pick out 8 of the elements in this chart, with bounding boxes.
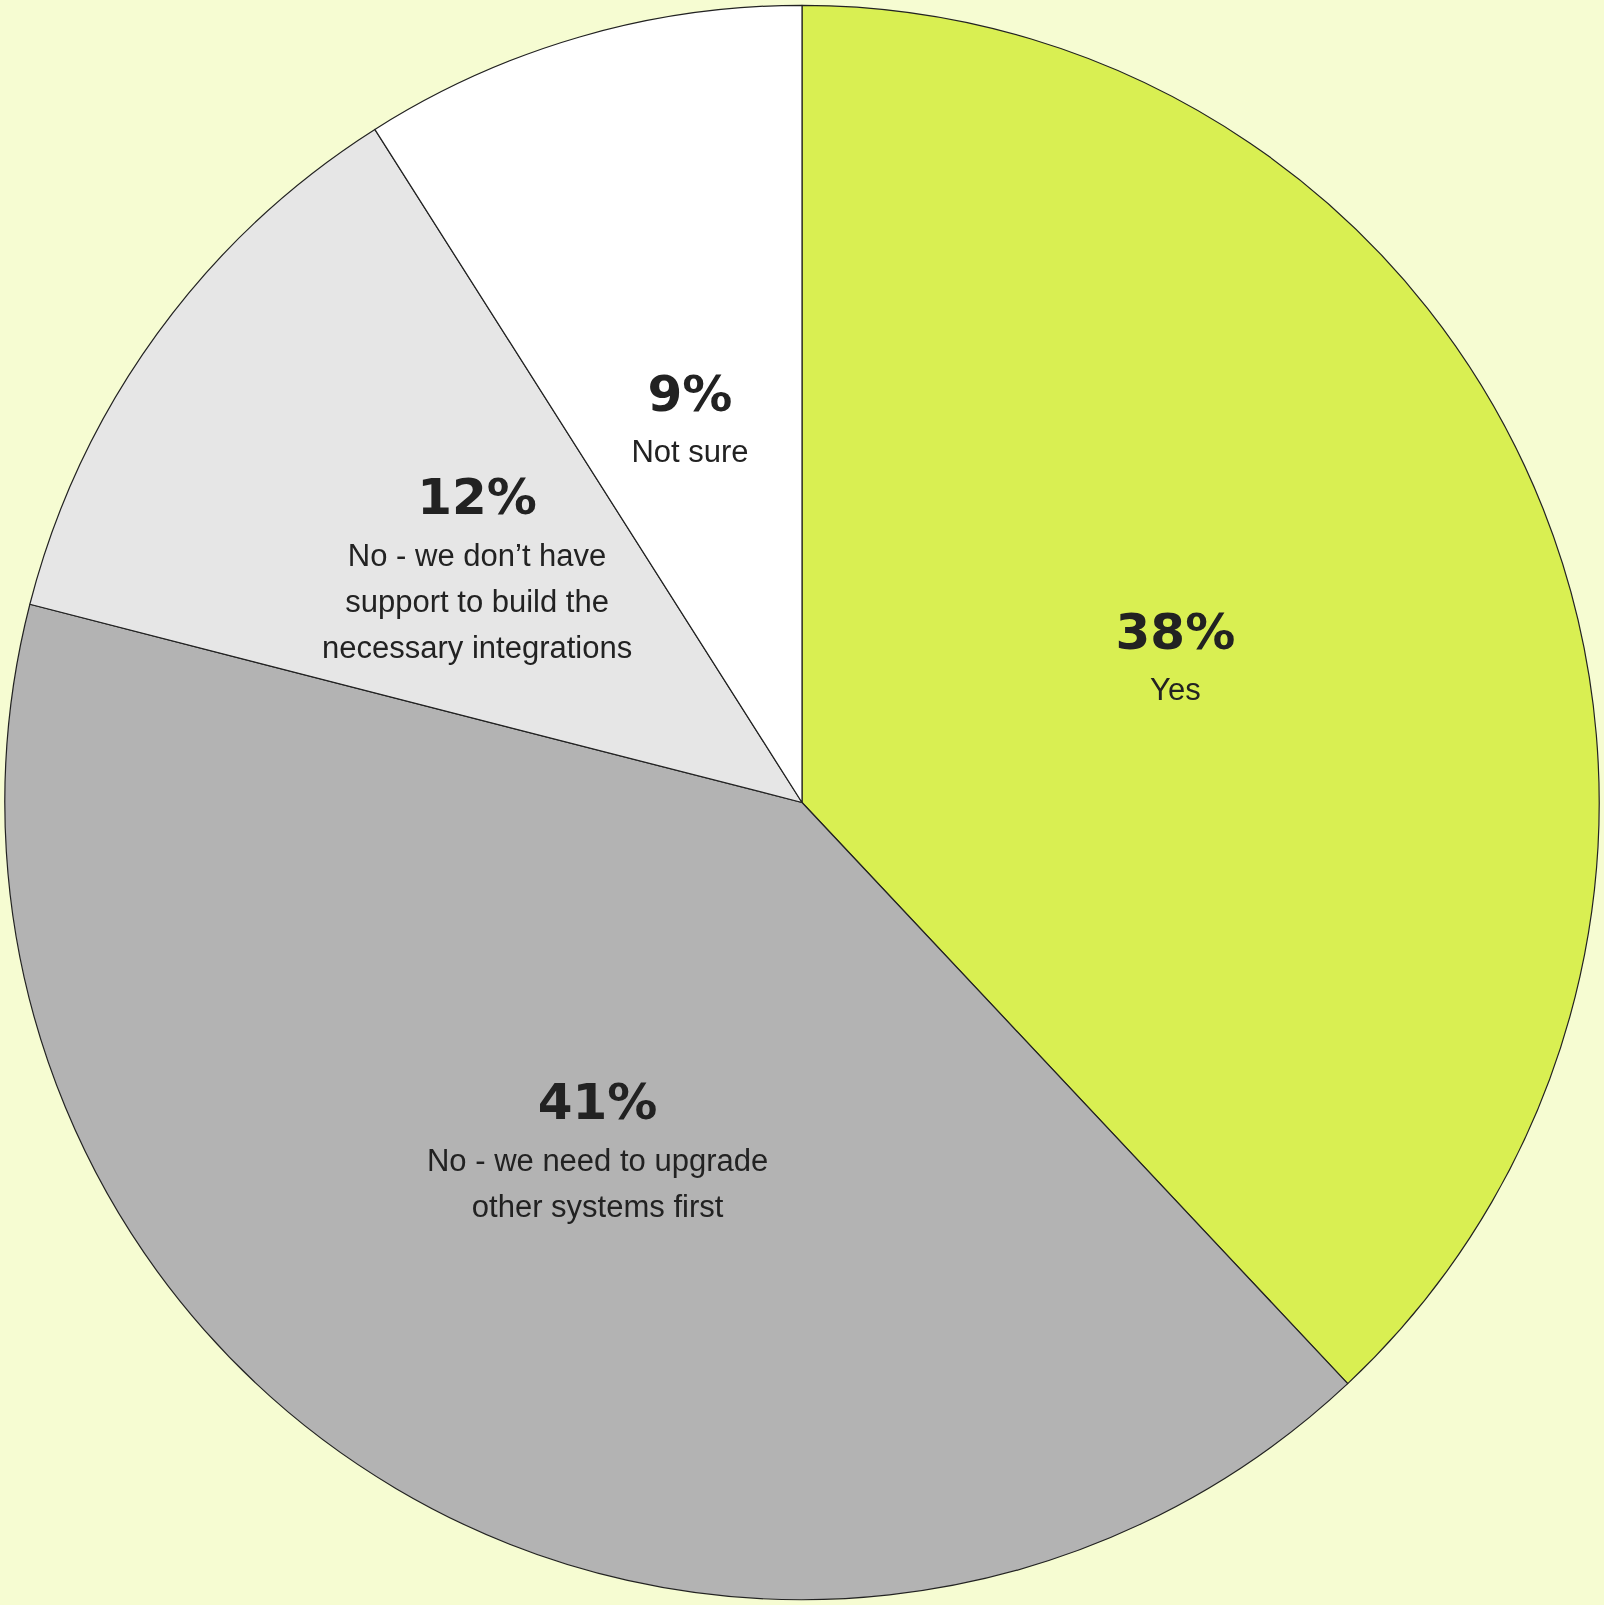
slice-label: No - we don’t have support to build the necessary integrations <box>322 537 633 665</box>
data-label: 12% <box>417 468 537 527</box>
slice-label: No - we need to upgrade other systems first <box>426 1142 769 1224</box>
slice-label: Not sure <box>631 434 749 470</box>
data-label: 9% <box>647 364 733 423</box>
slice-label: Yes <box>1150 672 1201 708</box>
data-label: 38% <box>1115 602 1236 661</box>
data-label: 41% <box>537 1073 658 1132</box>
